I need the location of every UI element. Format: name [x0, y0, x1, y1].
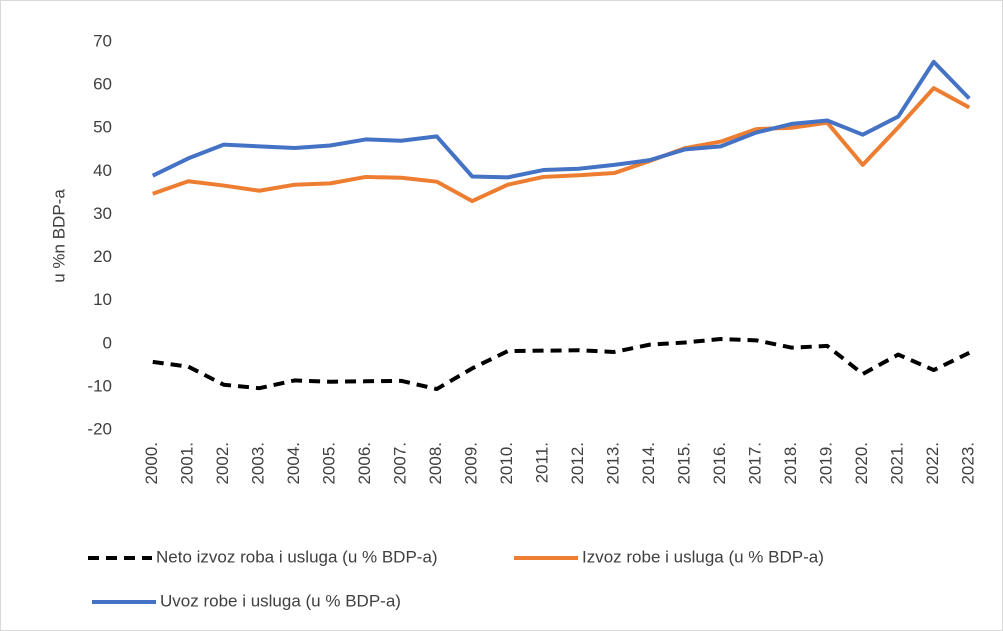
x-tick-label: 2021. [888, 442, 907, 485]
y-tick-label: -20 [87, 419, 112, 438]
x-tick-label: 2017. [746, 442, 765, 485]
x-tick-label: 2011. [533, 442, 552, 483]
y-tick-label: -10 [87, 376, 112, 395]
legend-label: Neto izvoz roba i usluga (u % BDP-a) [156, 547, 438, 566]
x-tick-label: 2006. [355, 442, 374, 485]
x-tick-label: 2023. [959, 442, 978, 485]
x-tick-label: 2016. [710, 442, 729, 485]
x-tick-label: 2010. [497, 442, 516, 485]
x-tick-label: 2013. [604, 442, 623, 485]
y-tick-label: 10 [93, 290, 112, 309]
series-line [152, 337, 971, 392]
series-line [152, 86, 971, 204]
x-tick-label: 2018. [781, 442, 800, 485]
y-tick-label: 70 [93, 31, 112, 50]
x-tick-label: 2022. [923, 442, 942, 485]
x-tick-label: 2014. [639, 442, 658, 485]
x-tick-label: 2012. [568, 442, 587, 485]
x-tick-label: 2001. [178, 442, 197, 485]
x-tick-label: 2007. [391, 442, 410, 485]
y-axis-label: u %n BDP-a [49, 189, 68, 283]
legend-label: Izvoz robe i usluga (u % BDP-a) [582, 547, 824, 566]
x-tick-label: 2015. [675, 442, 694, 485]
x-tick-label: 2009. [462, 442, 481, 485]
y-tick-label: 20 [93, 247, 112, 266]
x-tick-label: 2003. [249, 442, 268, 485]
y-tick-label: 0 [103, 333, 112, 352]
x-tick-label: 2020. [852, 442, 871, 485]
x-tick-label: 2004. [284, 442, 303, 485]
legend-label: Uvoz robe i usluga (u % BDP-a) [160, 591, 401, 610]
x-tick-label: 2002. [213, 442, 232, 485]
y-tick-label: 50 [93, 118, 112, 137]
x-tick-label: 2019. [817, 442, 836, 485]
y-tick-label: 40 [93, 161, 112, 180]
x-tick-label: 2005. [320, 442, 339, 485]
x-tick-label: 2008. [426, 442, 445, 485]
series-line [151, 59, 971, 180]
y-tick-label: 60 [93, 75, 112, 94]
y-tick-label: 30 [93, 204, 112, 223]
x-tick-label: 2000. [142, 442, 161, 485]
